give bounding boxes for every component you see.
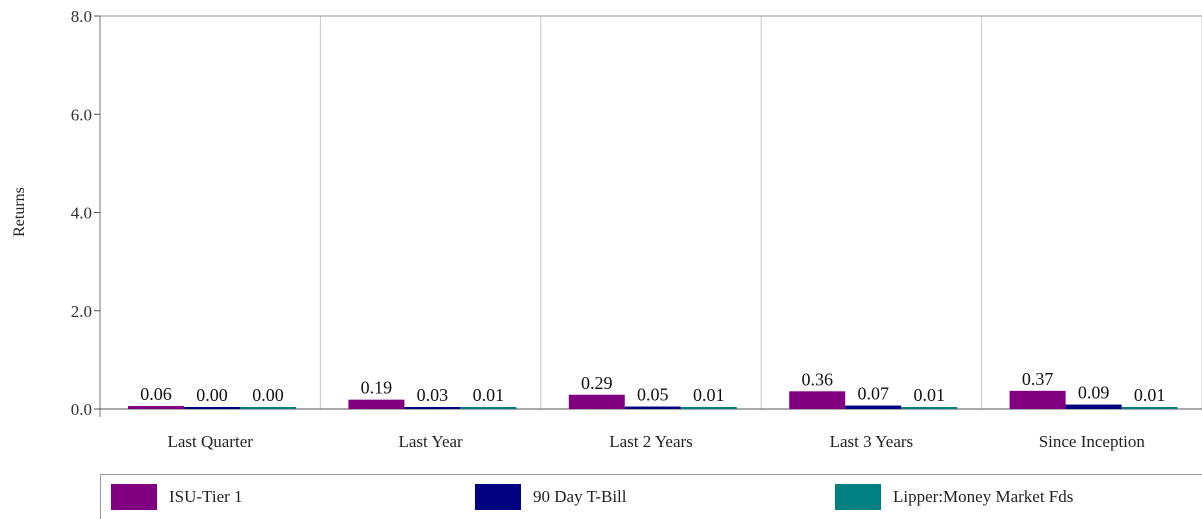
bar [1009,390,1066,409]
legend-label: 90 Day T-Bill [533,487,627,506]
data-label: 0.37 [1022,369,1054,389]
data-label: 0.09 [1078,383,1110,403]
bar [845,405,902,409]
legend-item: ISU-Tier 1 [111,484,243,510]
bar [789,391,846,409]
bar [568,394,625,409]
data-label: 0.01 [1134,385,1166,405]
data-label: 0.07 [857,384,889,404]
legend-item: 90 Day T-Bill [475,484,627,510]
y-axis-ticks: 0.0 2.0 4.0 6.0 8.0 [71,7,100,419]
x-tick-label: Since Inception [1039,432,1146,451]
legend-swatch [835,484,881,510]
legend: ISU-Tier 1 90 Day T-Bill Lipper:Money Mark… [100,474,1202,519]
bar [184,407,240,409]
data-label: 0.29 [581,373,613,393]
x-axis-ticks: Last Quarter Last Year Last 2 Years Last 3 … [167,432,1145,451]
y-tick-label: 4.0 [71,204,92,223]
x-tick-label: Last 3 Years [830,432,914,451]
data-label: 0.19 [361,378,393,398]
bar [404,407,461,409]
y-tick-label: 0.0 [71,400,92,419]
x-tick-label: Last Quarter [167,432,253,451]
data-labels: 0.06 0.00 0.00 0.19 0.03 0.01 0.29 0.05 0.01 0.36… [140,369,1165,405]
bar [460,407,517,409]
legend-item: Lipper:Money Market Fds [835,484,1073,510]
y-axis-label: Returns [11,187,28,237]
bar [1121,407,1178,409]
data-label: 0.00 [196,385,228,405]
gridlines [94,15,1202,417]
data-label: 0.01 [693,385,725,405]
bar [901,407,958,409]
data-label: 0.01 [473,385,505,405]
data-label: 0.36 [801,369,833,389]
bar [348,399,405,409]
x-tick-label: Last Year [398,432,463,451]
y-tick-label: 2.0 [71,302,92,321]
data-label: 0.05 [637,385,669,405]
bar [1065,404,1122,409]
bar [240,407,296,409]
legend-swatch [475,484,521,510]
bar [128,406,184,409]
data-label: 0.00 [252,385,284,405]
legend-label: Lipper:Money Market Fds [893,487,1074,506]
legend-label: ISU-Tier 1 [169,487,243,506]
x-tick-label: Last 2 Years [609,432,693,451]
data-label: 0.06 [140,384,172,404]
data-label: 0.01 [913,385,945,405]
bar [624,406,681,409]
returns-bar-chart: Returns 0.0 2.0 4.0 6.0 8.0 0.06 0.00 0.00 0.19… [11,7,1202,451]
y-tick-label: 8.0 [71,7,92,26]
bars [128,390,1178,409]
y-tick-label: 6.0 [71,105,92,124]
data-label: 0.03 [417,385,449,405]
legend-swatch [111,484,157,510]
bar [680,407,737,409]
